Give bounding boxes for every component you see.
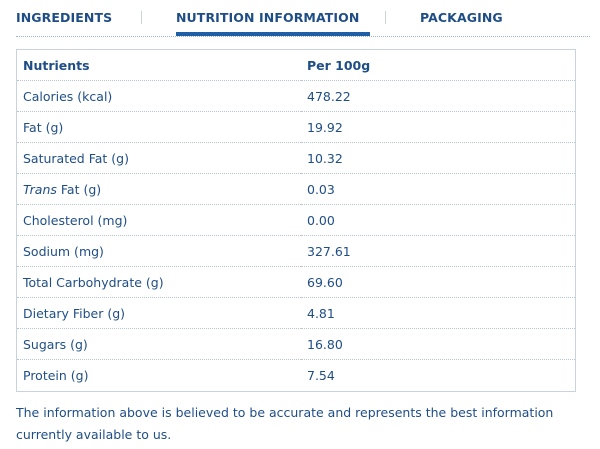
tab-separator [385,11,386,24]
nutrient-name: Cholesterol (mg) [17,204,301,236]
nutrient-name-italic: Trans [23,181,57,197]
table-row: Cholesterol (mg) 0.00 [17,204,575,236]
nutrient-name: Protein (g) [23,367,89,383]
table-row: Protein (g) 7.54 [17,360,575,391]
tab-nutrition-information[interactable]: NUTRITION INFORMATION [176,10,360,25]
nutrient-name: Saturated Fat (g) [17,142,301,174]
tab-packaging[interactable]: PACKAGING [420,10,503,25]
nutrient-value: 16.80 [301,328,575,360]
disclaimer-text: The information above is believed to be … [16,405,554,442]
table-row: Sugars (g) 16.80 [17,328,575,360]
nutrient-value: 69.60 [301,266,575,298]
tab-bar: INGREDIENTS NUTRITION INFORMATION PACKAG… [16,0,590,37]
nutrient-value: 7.54 [307,367,335,383]
table-row: Dietary Fiber (g) 4.81 [17,297,575,329]
nutrient-value: 0.00 [301,204,575,236]
nutrient-value: 327.61 [301,235,575,267]
table-row: Calories (kcal) 478.22 [17,80,575,112]
nutrition-table: Nutrients Per 100g Calories (kcal) 478.2… [16,49,576,392]
table-row: Fat (g) 19.92 [17,111,575,143]
column-header-per-100g: Per 100g [301,50,575,81]
table-row: Total Carbohydrate (g) 69.60 [17,266,575,298]
nutrient-name: Total Carbohydrate (g) [17,266,301,298]
nutrient-name: Dietary Fiber (g) [17,297,301,329]
table-row: Sodium (mg) 327.61 [17,235,575,267]
nutrient-name: Trans Fat (g) [17,173,301,205]
nutrient-name: Sugars (g) [17,328,301,360]
table-row: Trans Fat (g) 0.03 [17,173,575,205]
column-header-nutrients: Nutrients [17,50,301,81]
nutrient-value: 0.03 [301,173,575,205]
table-header-row: Nutrients Per 100g [17,50,575,81]
tab-separator [141,11,142,24]
nutrient-value: 19.92 [301,111,575,143]
tab-ingredients[interactable]: INGREDIENTS [16,10,113,25]
nutrient-value: 4.81 [301,297,575,329]
nutrient-value: 10.32 [301,142,575,174]
nutrient-name: Fat (g) [17,111,301,143]
table-row: Saturated Fat (g) 10.32 [17,142,575,174]
active-tab-indicator [176,32,370,36]
nutrient-name: Calories (kcal) [17,80,301,112]
nutrient-value: 478.22 [301,80,575,112]
nutrient-name: Sodium (mg) [17,235,301,267]
nutrient-name-rest: Fat (g) [56,181,102,197]
